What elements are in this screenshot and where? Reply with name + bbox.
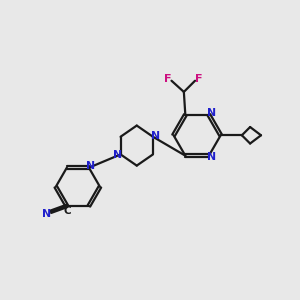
Text: F: F [164, 74, 171, 84]
Text: F: F [195, 74, 202, 84]
Text: N: N [113, 150, 122, 160]
Text: N: N [42, 208, 51, 218]
Text: C: C [64, 206, 71, 216]
Text: N: N [86, 160, 95, 171]
Text: N: N [151, 131, 160, 141]
Text: N: N [207, 152, 216, 162]
Text: N: N [207, 108, 216, 118]
